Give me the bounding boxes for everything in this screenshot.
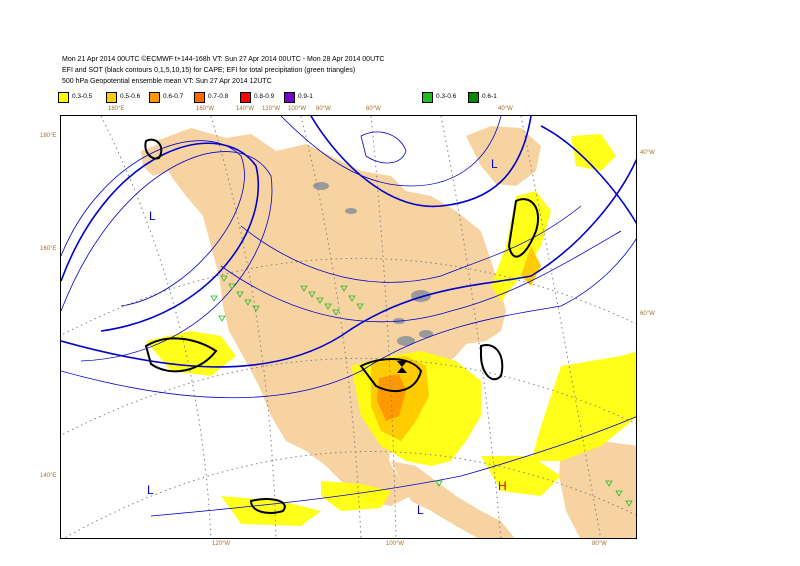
contour-line	[61, 140, 245, 307]
legend-label: 0.5-0.6	[120, 93, 141, 100]
header-line-3: 500 hPa Geopotential ensemble mean VT: S…	[62, 78, 272, 85]
legend-swatch	[58, 92, 69, 103]
contour-line	[540, 125, 636, 225]
legend-swatch	[468, 92, 479, 103]
longitude-label: 180°E	[108, 106, 125, 112]
longitude-line	[210, 116, 277, 538]
longitude-line	[370, 116, 397, 538]
legend-swatch	[149, 92, 160, 103]
lake	[345, 208, 357, 214]
contour-line	[61, 238, 636, 399]
contour-line	[220, 230, 622, 323]
efi-area	[531, 351, 636, 461]
low-pressure-marker: L	[147, 483, 154, 497]
longitude-label: 100°W	[386, 541, 405, 547]
efi-area	[481, 456, 561, 496]
lake	[411, 290, 431, 302]
efi-area	[521, 246, 541, 286]
legend-label: 0.7-0.8	[208, 93, 229, 100]
header-line-1: Mon 21 Apr 2014 00UTC ©ECMWF t+144-168h …	[62, 56, 385, 63]
cape-contour	[359, 358, 423, 392]
lakes-group	[313, 182, 433, 346]
cape-contour	[480, 344, 504, 381]
legend-label: 0.3-0.6	[436, 93, 457, 100]
land-north-america	[156, 128, 506, 506]
legend-swatch	[194, 92, 205, 103]
longitude-label: 80°W	[316, 106, 331, 112]
precip-triangles	[210, 275, 633, 507]
longitude-label: 40°W	[640, 150, 655, 156]
legend-label: 0.6-0.7	[163, 93, 184, 100]
contour-line	[310, 116, 532, 208]
longitude-label: 80°W	[592, 541, 607, 547]
longitude-line	[100, 116, 212, 538]
efi-orange-areas	[371, 246, 541, 441]
longitude-label: 120°W	[212, 541, 231, 547]
map-panel: L L L L H	[60, 115, 637, 539]
map-canvas: L L L L H	[61, 116, 636, 538]
land-central-america	[391, 461, 515, 538]
low-pressure-marker: L	[149, 209, 156, 223]
contour-line	[280, 116, 502, 187]
legend-swatch	[284, 92, 295, 103]
longitude-label: 140°W	[236, 106, 255, 112]
low-pressure-marker: L	[417, 503, 424, 517]
efi-area	[377, 374, 406, 421]
longitude-label: 160°E	[40, 246, 57, 252]
legend-label: 0.8-0.9	[254, 93, 275, 100]
precip-triangle	[210, 275, 633, 507]
latitude-line	[63, 451, 636, 538]
longitude-line	[520, 116, 602, 538]
efi-area	[321, 481, 391, 511]
longitude-label: 100°W	[288, 106, 307, 112]
efi-area	[146, 331, 236, 376]
contour-line	[61, 142, 260, 332]
cape-contour	[144, 337, 218, 373]
efi-area	[491, 191, 551, 301]
land-alaska-west	[141, 144, 173, 176]
efi-area	[571, 134, 616, 171]
longitude-label: 180°E	[40, 133, 57, 139]
legend-label: 0.9-1	[298, 93, 313, 100]
legend-swatch	[240, 92, 251, 103]
land-south-america	[559, 441, 636, 538]
high-pressure-marker: H	[498, 479, 507, 493]
location-marker-icon	[397, 361, 407, 373]
cape-contours	[144, 138, 539, 514]
longitude-line	[300, 116, 362, 538]
contour-line	[61, 158, 636, 368]
legend-swatch	[106, 92, 117, 103]
contour-line	[150, 416, 636, 517]
cape-contour	[507, 198, 539, 258]
cape-contour	[144, 138, 163, 160]
longitude-line	[440, 116, 502, 538]
legend-swatch	[422, 92, 433, 103]
low-pressure-marker: L	[491, 157, 498, 171]
land-greenland	[466, 126, 541, 186]
cape-contour	[249, 498, 286, 514]
longitude-label: 140°E	[40, 473, 57, 479]
longitude-label: 40°W	[498, 106, 513, 112]
longitude-label: 60°W	[640, 311, 655, 317]
geopotential-contours	[61, 116, 636, 517]
longitude-label: 160°W	[196, 106, 215, 112]
efi-yellow-areas	[146, 134, 636, 526]
latitude-line	[61, 358, 636, 436]
header-line-2: EFI and SOT (black contours 0,1,5,10,15)…	[62, 67, 356, 74]
longitude-label: 120°W	[262, 106, 281, 112]
contour-line	[360, 131, 407, 164]
longitude-label: 60°W	[366, 106, 381, 112]
lake	[313, 182, 329, 190]
contour-line	[61, 151, 273, 362]
lake	[419, 330, 433, 338]
efi-area	[221, 496, 321, 526]
lake	[397, 336, 415, 346]
legend-label: 0.3-0.5	[72, 93, 93, 100]
legend-label: 0.6-1	[482, 93, 497, 100]
